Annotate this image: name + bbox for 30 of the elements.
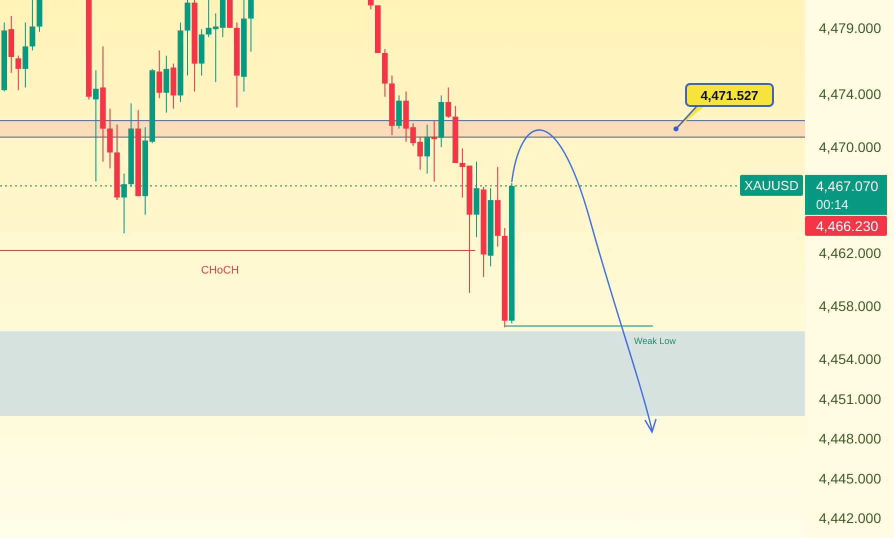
text: 4,467.070	[816, 178, 878, 194]
y-tick-label: 4,479.000	[818, 20, 882, 36]
y-tick-label: 4,458.000	[818, 298, 882, 314]
candlestick	[16, 55, 22, 91]
annotation: 4,471.527	[700, 88, 758, 103]
y-tick-label: 4,448.000	[818, 430, 882, 447]
y-tick-label: 4,474.000	[818, 86, 882, 102]
candlestick	[164, 55, 170, 114]
candlestick	[22, 22, 28, 88]
candlestick	[93, 70, 99, 182]
y-tick-label: 4,470.000	[818, 139, 882, 156]
y-tick-label: 4,442.000	[818, 510, 882, 526]
text: 00:14	[816, 196, 849, 212]
candlestick	[424, 124, 430, 174]
candlestick	[248, 0, 254, 52]
candlestick	[107, 108, 113, 169]
candlestick	[446, 86, 452, 118]
candlestick	[30, 0, 36, 51]
candlestick	[431, 120, 438, 182]
ref-line-label: XAUUSD	[744, 178, 799, 193]
text: 4,466.230	[816, 218, 878, 234]
candlestick	[368, 0, 374, 10]
ref-line-label: Weak Low	[634, 336, 676, 346]
y-tick-label: 4,451.000	[818, 390, 882, 407]
y-tick-label: 4,445.000	[818, 470, 882, 486]
y-tick-label: 4,462.000	[818, 245, 882, 262]
candlestick	[156, 50, 162, 99]
y-tick-label: 4,454.000	[818, 351, 882, 368]
candlestick	[121, 173, 127, 234]
ref-line-label: CHoCH	[201, 264, 239, 276]
